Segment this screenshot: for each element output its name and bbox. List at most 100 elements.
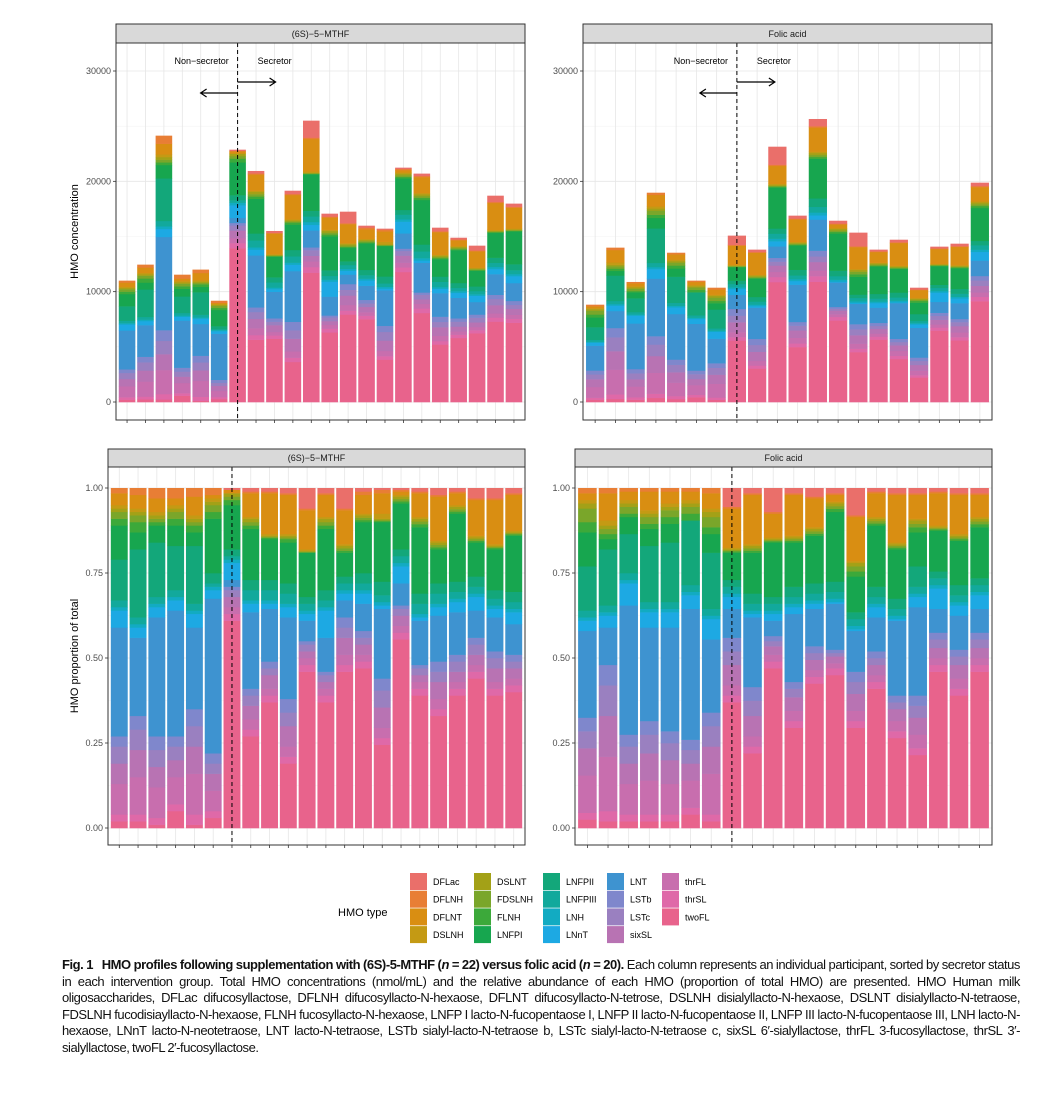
- bar-segment-twoFL: [887, 737, 907, 829]
- bar-segment-LSTb: [929, 632, 948, 640]
- bar-segment-LSTc: [487, 298, 504, 306]
- bar-segment-LNnT: [505, 612, 523, 625]
- bar-segment-DFLac: [413, 173, 431, 177]
- bar-segment-thrSL: [598, 811, 618, 822]
- bar-segment-FLNH: [829, 231, 848, 234]
- bar-segment-FLNH: [768, 186, 787, 188]
- bar-segment-sixSL: [788, 330, 807, 339]
- secretor-label: Secretor: [258, 56, 292, 66]
- bar-segment-DSLNH: [701, 508, 721, 513]
- bar-segment-LNFPII: [722, 579, 742, 587]
- bar-segment-LNnT: [586, 342, 605, 346]
- bar-segment-LNT: [929, 608, 948, 633]
- bar-segment-LNH: [867, 603, 886, 608]
- bar-segment-LSTb: [467, 637, 485, 645]
- bar-segment-DFLac: [808, 118, 827, 127]
- bar-segment-LNT: [376, 290, 394, 327]
- bar-segment-DSLNT: [950, 265, 969, 267]
- facet-strip: [574, 448, 993, 468]
- bar-segment-thrSL: [450, 334, 467, 339]
- bar-segment-thrFL: [302, 261, 320, 268]
- bar-segment-LNT: [788, 284, 807, 323]
- bar-segment-LSTb: [118, 369, 136, 374]
- bar-segment-FDSLNH: [805, 531, 824, 534]
- bar-segment-FLNH: [167, 518, 185, 526]
- legend-swatch: [543, 908, 560, 926]
- bar-segment-LNFPII: [392, 549, 410, 557]
- bar-segment-thrFL: [970, 658, 989, 666]
- bar-segment-thrSL: [578, 812, 597, 820]
- bar-segment-LNFPII: [247, 233, 265, 241]
- bar-segment-FLNH: [825, 508, 845, 513]
- bar-segment-LSTc: [626, 373, 645, 380]
- bar-segment-LNH: [302, 221, 320, 226]
- bar-segment-LNFPII: [413, 244, 431, 252]
- bar-segment-DSLNH: [505, 530, 523, 533]
- bar-segment-LNnT: [411, 617, 429, 621]
- bar-segment-DFLNT: [118, 282, 136, 288]
- bar-segment-LNnT: [430, 607, 448, 616]
- bar-segment-LSTb: [846, 671, 866, 683]
- bar-segment-LSTb: [867, 651, 886, 659]
- bar-segment-twoFL: [619, 821, 638, 829]
- bar-segment-sixSL: [110, 763, 128, 785]
- bar-column: [889, 239, 908, 403]
- bar-segment-DFLac: [448, 488, 466, 492]
- bar-segment-LNFPIII: [392, 556, 410, 564]
- bar-segment-LNT: [450, 297, 467, 319]
- bar-segment-thrFL: [148, 787, 166, 819]
- bar-segment-twoFL: [784, 727, 804, 829]
- bar-segment-FLNH: [701, 527, 721, 535]
- bar-segment-DSLNT: [867, 518, 886, 522]
- bar-segment-DSLNT: [598, 525, 618, 530]
- bar-segment-DFLac: [829, 220, 848, 224]
- bar-segment-LNFPII: [825, 581, 845, 592]
- bar-segment-DSLNH: [358, 238, 375, 241]
- bar-segment-DFLNT: [284, 194, 302, 220]
- bar-segment-thrSL: [118, 397, 136, 400]
- bar-segment-sixSL: [174, 376, 191, 384]
- bar-segment-FLNH: [279, 539, 297, 543]
- bar-segment-twoFL: [748, 368, 767, 403]
- bar-segment-FDSLNH: [722, 550, 742, 552]
- bar-segment-twoFL: [242, 736, 260, 829]
- bar-column: [395, 167, 412, 403]
- bar-segment-LNT: [768, 246, 787, 259]
- bar-segment-twoFL: [431, 344, 449, 403]
- bar-segment-LNFPIII: [450, 287, 467, 292]
- bar-segment-LNFPI: [486, 549, 504, 591]
- bar-segment-LNFPI: [743, 552, 762, 594]
- bar-segment-thrSL: [174, 393, 191, 396]
- bar-column: [339, 211, 357, 403]
- bar-segment-LSTb: [431, 316, 449, 323]
- bar-segment-thrSL: [784, 720, 804, 728]
- bar-segment-thrFL: [687, 385, 706, 396]
- bar-segment-sixSL: [619, 763, 638, 785]
- bar-segment-sixSL: [578, 748, 597, 776]
- bar-segment-DFLNT: [450, 240, 467, 247]
- y-tick-label: 1.00: [552, 483, 570, 493]
- bar-segment-LNT: [413, 262, 431, 293]
- bar-segment-LNnT: [204, 590, 222, 599]
- bar-segment-sixSL: [118, 378, 136, 387]
- bar-segment-LNFPI: [849, 276, 868, 295]
- bar-segment-sixSL: [167, 760, 185, 778]
- bar-segment-DFLNT: [619, 491, 638, 501]
- bar-segment-DSLNH: [763, 537, 783, 540]
- bar-segment-sixSL: [930, 319, 949, 325]
- bar-segment-DFLNH: [909, 289, 929, 291]
- bar-segment-LNT: [949, 615, 969, 650]
- bar-segment-twoFL: [204, 817, 222, 829]
- bar-segment-LNFPIII: [155, 220, 173, 227]
- bar-segment-twoFL: [722, 702, 742, 829]
- bar-segment-twoFL: [970, 301, 989, 403]
- bar-segment-DFLNH: [110, 488, 128, 494]
- bar-segment-FDSLNH: [681, 506, 700, 514]
- bar-segment-LNH: [411, 613, 429, 618]
- bar-segment-LNFPI: [949, 540, 969, 586]
- bar-segment-twoFL: [110, 821, 128, 829]
- bar-segment-DFLNT: [317, 494, 335, 518]
- bar-segment-LNFPI: [950, 268, 969, 290]
- bar-segment-LNFPII: [148, 542, 166, 598]
- bar-segment-DSLNH: [808, 151, 827, 154]
